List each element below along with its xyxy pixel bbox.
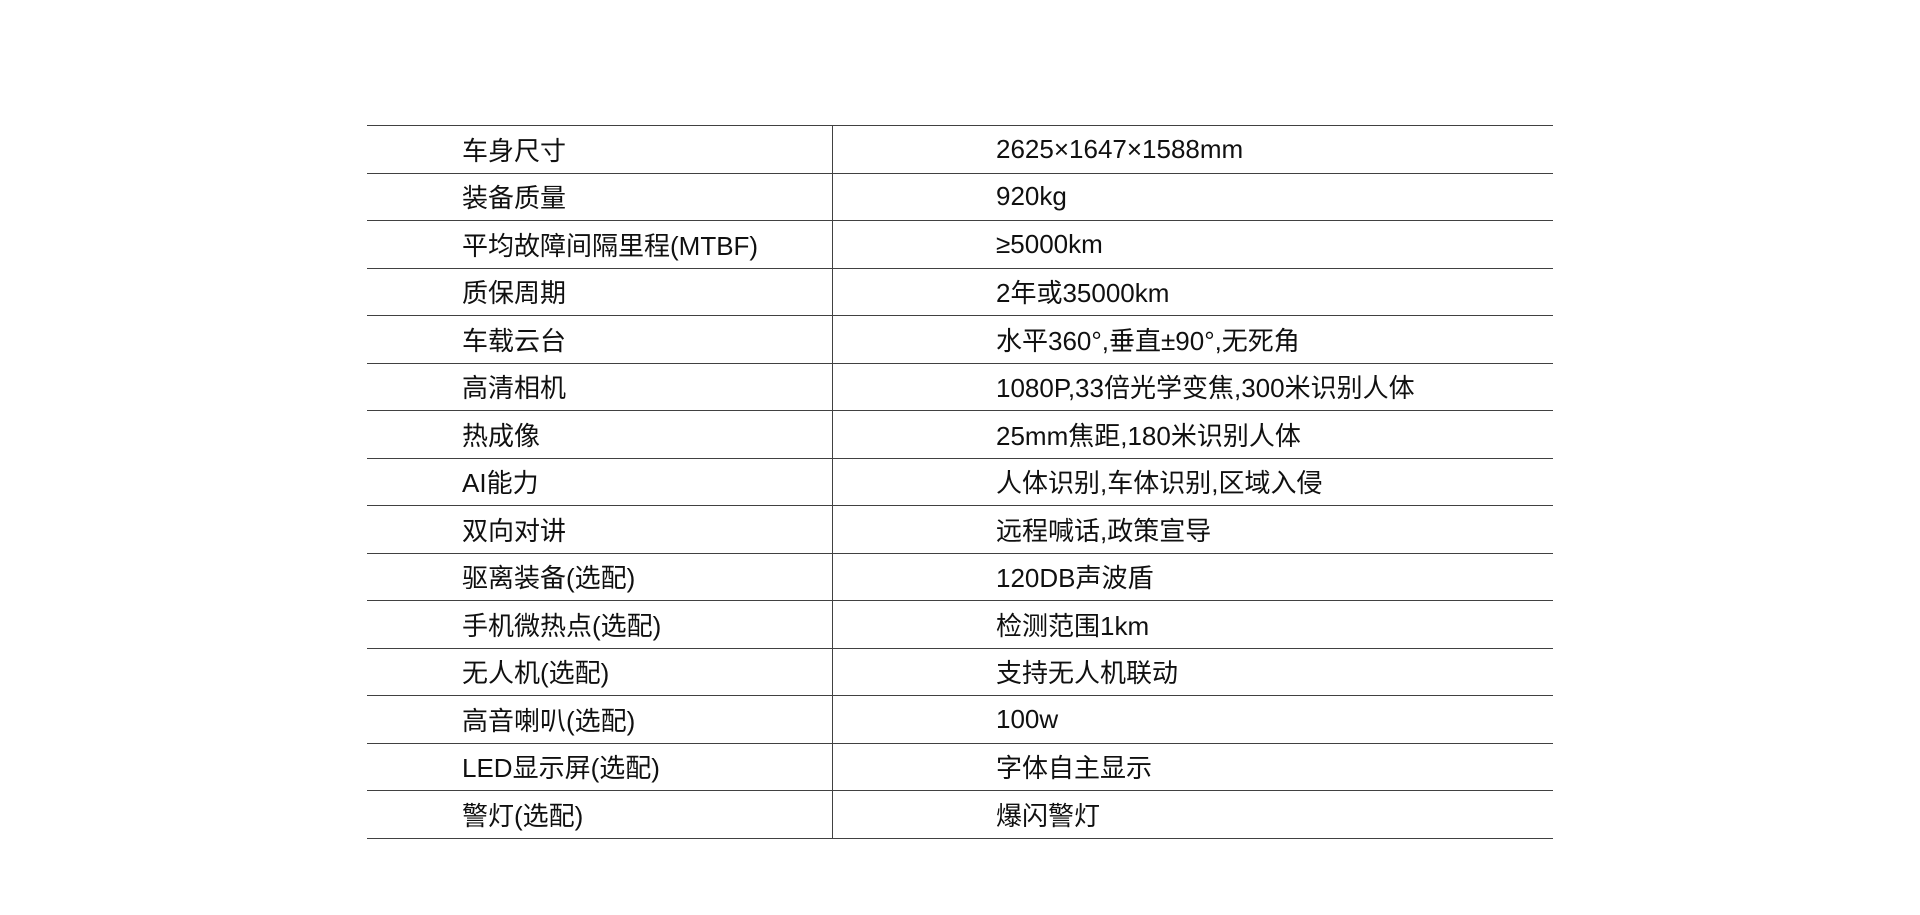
- spec-value-cell: 字体自主显示: [996, 753, 1153, 784]
- table-row: 无人机(选配) 支持无人机联动: [367, 647, 1553, 695]
- spec-value-cell: ≥5000km: [996, 228, 1103, 259]
- table-row: AI能力 人体识别,车体识别,区域入侵: [367, 457, 1553, 505]
- table-row: 高清相机 1080P,33倍光学变焦,300米识别人体: [367, 362, 1553, 410]
- spec-label-cell: 警灯(选配): [367, 791, 833, 838]
- spec-value-cell: 支持无人机联动: [996, 658, 1179, 689]
- spec-label-cell: 热成像: [367, 411, 833, 458]
- spec-value-cell: 1080P,33倍光学变焦,300米识别人体: [996, 373, 1415, 404]
- spec-value-cell: 远程喊话,政策宣导: [996, 515, 1212, 546]
- spec-label-cell: 高音喇叭(选配): [367, 696, 833, 743]
- table-row: LED显示屏(选配) 字体自主显示: [367, 742, 1553, 790]
- spec-table: 车身尺寸 2625×1647×1588mm 装备质量 920kg 平均故障间隔里…: [367, 125, 1553, 839]
- spec-value-cell: 100w: [996, 703, 1059, 734]
- spec-value-cell: 水平360°,垂直±90°,无死角: [996, 325, 1300, 356]
- spec-value-cell: 2年或35000km: [996, 278, 1170, 309]
- table-row: 手机微热点(选配) 检测范围1km: [367, 600, 1553, 648]
- spec-label-cell: 双向对讲: [367, 506, 833, 553]
- table-row: 装备质量 920kg: [367, 172, 1553, 220]
- table-row: 警灯(选配) 爆闪警灯: [367, 790, 1553, 838]
- table-row: 车身尺寸 2625×1647×1588mm: [367, 125, 1553, 173]
- spec-label-cell: 车载云台: [367, 316, 833, 363]
- spec-label-cell: 高清相机: [367, 363, 833, 410]
- table-row: 驱离装备(选配) 120DB声波盾: [367, 552, 1553, 600]
- spec-value-cell: 爆闪警灯: [996, 800, 1101, 831]
- table-row: 双向对讲 远程喊话,政策宣导: [367, 505, 1553, 553]
- spec-value-cell: 920kg: [996, 181, 1067, 212]
- spec-label-cell: 无人机(选配): [367, 648, 833, 695]
- spec-label-cell: AI能力: [367, 458, 833, 505]
- table-row: 热成像 25mm焦距,180米识别人体: [367, 410, 1553, 458]
- spec-label-cell: 车身尺寸: [367, 126, 833, 173]
- spec-value-cell: 人体识别,车体识别,区域入侵: [996, 468, 1323, 499]
- table-row: 高音喇叭(选配) 100w: [367, 695, 1553, 743]
- table-row: 平均故障间隔里程(MTBF) ≥5000km: [367, 220, 1553, 268]
- table-row: 车载云台 水平360°,垂直±90°,无死角: [367, 315, 1553, 363]
- spec-value-cell: 检测范围1km: [996, 610, 1150, 641]
- spec-label-cell: 驱离装备(选配): [367, 553, 833, 600]
- spec-label-cell: 手机微热点(选配): [367, 601, 833, 648]
- spec-value-cell: 25mm焦距,180米识别人体: [996, 420, 1301, 451]
- spec-label-cell: 质保周期: [367, 268, 833, 315]
- spec-label-cell: LED显示屏(选配): [367, 743, 833, 790]
- spec-label-cell: 平均故障间隔里程(MTBF): [367, 221, 833, 268]
- table-row: 质保周期 2年或35000km: [367, 267, 1553, 315]
- spec-value-cell: 2625×1647×1588mm: [996, 133, 1244, 164]
- spec-label-cell: 装备质量: [367, 173, 833, 220]
- spec-value-cell: 120DB声波盾: [996, 563, 1154, 594]
